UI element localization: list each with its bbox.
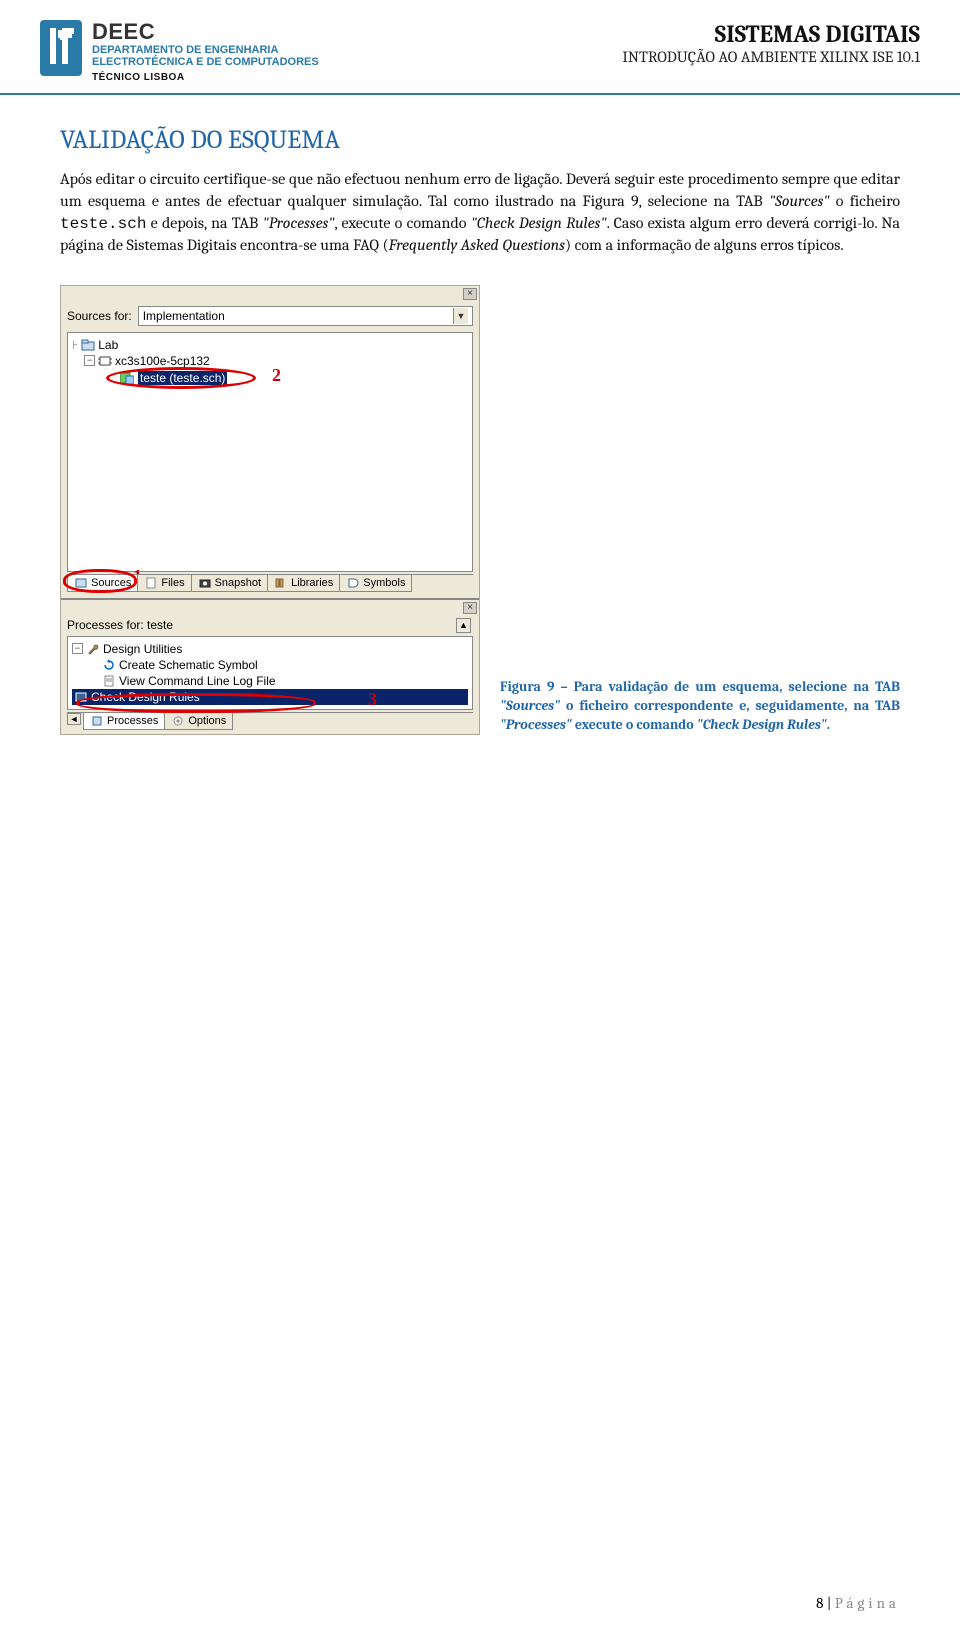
proc-vc-label: View Command Line Log File [119, 674, 276, 688]
sources-panel: × Sources for: Implementation ▼ ⊦ Lab [61, 286, 479, 592]
cap-5: execute o comando [572, 716, 697, 733]
section-paragraph: Após editar o circuito certifique-se que… [60, 169, 900, 256]
ist-logo-icon [40, 20, 82, 76]
cap-1: Figura 9 – Para validação de um esquema,… [500, 678, 900, 695]
footer-label: Página [835, 1594, 900, 1612]
tab-symbols-label: Symbols [363, 577, 405, 589]
tree-root-label: Lab [98, 338, 118, 352]
project-icon [81, 339, 95, 351]
p-f: "Processes" [262, 214, 334, 232]
scroll-up-icon[interactable]: ▲ [456, 618, 471, 633]
files-tab-icon [144, 577, 158, 589]
proc-du-label: Design Utilities [103, 642, 182, 656]
proc-create-symbol[interactable]: Create Schematic Symbol [72, 657, 468, 673]
proc-view-cmd[interactable]: View Command Line Log File [72, 673, 468, 689]
deec-title: DEEC [92, 20, 319, 44]
tab-symbols[interactable]: Symbols [339, 575, 412, 592]
close-icon[interactable]: × [463, 288, 477, 300]
deec-sub2: ELECTROTÉCNICA E DE COMPUTADORES [92, 56, 319, 68]
tab-options[interactable]: Options [164, 713, 233, 730]
options-tab-icon [171, 715, 185, 727]
logo-block: DEEC DEPARTAMENTO DE ENGENHARIA ELECTROT… [40, 20, 319, 83]
tab-snapshot-label: Snapshot [215, 577, 261, 589]
collapse-icon[interactable]: − [84, 355, 95, 366]
refresh-icon [102, 659, 116, 671]
snapshot-tab-icon [198, 577, 212, 589]
tree-chip[interactable]: − xc3s100e-5cp132 [72, 353, 468, 369]
check-icon [74, 691, 88, 703]
sources-for-row: Sources for: Implementation ▼ [61, 286, 479, 330]
file-icon [102, 675, 116, 687]
p-e: e depois, na TAB [146, 214, 262, 232]
p-b: "Sources" [769, 192, 830, 210]
tab-files-label: Files [161, 577, 184, 589]
sources-tabbar: Sources Files Snapshot Libraries [67, 574, 473, 592]
tree-file-label: teste (teste.sch) [137, 370, 228, 386]
schematic-icon [120, 372, 134, 384]
proc-check-rules[interactable]: Check Design Rules [72, 689, 468, 705]
page-header: DEEC DEPARTAMENTO DE ENGENHARIA ELECTROT… [0, 0, 960, 95]
p-h: "Check Design Rules" [471, 214, 607, 232]
sources-for-combo[interactable]: Implementation ▼ [138, 306, 473, 326]
tab-libraries-label: Libraries [291, 577, 333, 589]
collapse-icon-2[interactable]: − [72, 643, 83, 654]
doc-title: SISTEMAS DIGITAIS [622, 20, 920, 48]
processes-tab-icon [90, 715, 104, 727]
chip-icon [98, 355, 112, 367]
cap-7: . [827, 716, 830, 733]
annotation-num-3: 3 [368, 689, 377, 710]
content: VALIDAÇÃO DO ESQUEMA Após editar o circu… [0, 95, 960, 734]
tab-scroll-left-icon[interactable]: ◄ [67, 713, 81, 725]
deec-sub1: DEPARTAMENTO DE ENGENHARIA [92, 44, 319, 56]
proc-cr-label: Check Design Rules [91, 690, 200, 704]
p-d: teste.sch [60, 215, 146, 233]
processes-for-label: Processes for: teste [61, 600, 479, 634]
page-footer: 8 | Página [816, 1594, 900, 1612]
deec-text-block: DEEC DEPARTAMENTO DE ENGENHARIA ELECTROT… [92, 20, 319, 83]
cap-3: o ficheiro correspondente e, seguidament… [560, 697, 900, 714]
p-j: Frequently Asked Questions [389, 236, 565, 254]
header-right: SISTEMAS DIGITAIS INTRODUÇÃO AO AMBIENTE… [622, 20, 920, 66]
tab-sources[interactable]: Sources [67, 575, 138, 592]
figure-row: × Sources for: Implementation ▼ ⊦ Lab [60, 285, 900, 735]
sources-tree[interactable]: ⊦ Lab − xc3s100e-5cp132 teste (teste.sch… [67, 332, 473, 572]
close-icon-2[interactable]: × [463, 602, 477, 614]
cap-4: "Processes" [500, 716, 572, 733]
doc-subtitle: INTRODUÇÃO AO AMBIENTE XILINX ISE 10.1 [622, 48, 920, 66]
tab-snapshot[interactable]: Snapshot [191, 575, 268, 592]
processes-tabbar: ◄ Processes Options [67, 712, 473, 730]
processes-panel: × ▲ Processes for: teste − Design Utilit… [61, 598, 479, 730]
tree-chip-label: xc3s100e-5cp132 [115, 354, 210, 368]
tab-processes[interactable]: Processes [83, 713, 165, 730]
symbols-tab-icon [346, 577, 360, 589]
tab-processes-label: Processes [107, 715, 158, 727]
section-heading: VALIDAÇÃO DO ESQUEMA [60, 125, 900, 155]
processes-tree[interactable]: − Design Utilities Create Schematic Symb… [67, 636, 473, 710]
tab-sources-label: Sources [91, 577, 131, 589]
p-k: ) com a informação de alguns erros típic… [565, 236, 844, 254]
tab-options-label: Options [188, 715, 226, 727]
deec-lisboa: TÉCNICO LISBOA [92, 72, 319, 83]
annotation-num-2: 2 [272, 365, 281, 386]
wrench-icon [86, 643, 100, 655]
xilinx-panel-screenshot: × Sources for: Implementation ▼ ⊦ Lab [60, 285, 480, 735]
footer-sep: | [823, 1594, 834, 1612]
proc-cs-label: Create Schematic Symbol [119, 658, 258, 672]
p-c: o ficheiro [830, 192, 900, 210]
sources-for-label: Sources for: [67, 309, 132, 323]
p-g: , execute o comando [335, 214, 471, 232]
sources-tab-icon [74, 577, 88, 589]
figure-caption: Figura 9 – Para validação de um esquema,… [500, 678, 900, 735]
libraries-tab-icon [274, 577, 288, 589]
cap-6: "Check Design Rules" [697, 716, 827, 733]
tab-files[interactable]: Files [137, 575, 191, 592]
tab-libraries[interactable]: Libraries [267, 575, 340, 592]
combo-value: Implementation [143, 309, 225, 323]
tree-root[interactable]: ⊦ Lab [72, 337, 468, 353]
cap-2: "Sources" [500, 697, 560, 714]
tree-file[interactable]: teste (teste.sch) [72, 369, 468, 387]
dropdown-arrow-icon[interactable]: ▼ [453, 308, 468, 324]
proc-design-utilities[interactable]: − Design Utilities [72, 641, 468, 657]
